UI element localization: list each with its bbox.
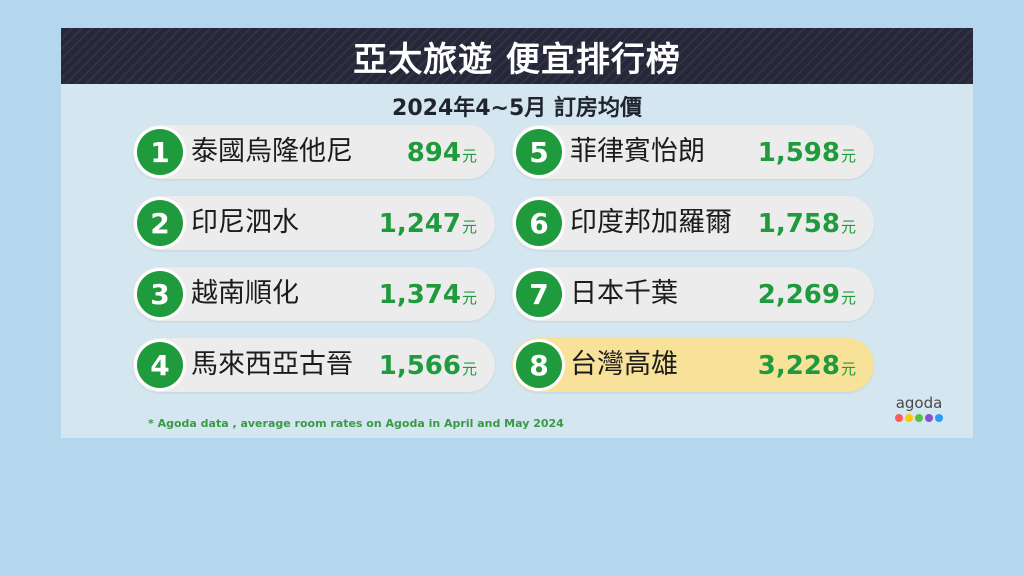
price-value: 2,269 xyxy=(757,280,840,310)
destination-name: 越南順化 xyxy=(191,278,299,309)
source-footnote: * Agoda data , average room rates on Ago… xyxy=(148,417,564,430)
price-value: 1,598 xyxy=(757,138,840,168)
destination-name: 馬來西亞古晉 xyxy=(191,349,353,380)
price-unit: 元 xyxy=(840,289,856,307)
rank-row-3: 3 越南順化 1,374元 xyxy=(133,267,495,321)
destination-name: 泰國烏隆他尼 xyxy=(191,136,353,167)
rank-row-5: 5 菲律賓怡朗 1,598元 xyxy=(512,125,874,179)
destination-name: 菲律賓怡朗 xyxy=(570,136,705,167)
rank-row-2: 2 印尼泗水 1,247元 xyxy=(133,196,495,250)
price-value: 1,758 xyxy=(757,209,840,239)
rank-badge: 6 xyxy=(516,200,562,246)
price-unit: 元 xyxy=(461,360,477,378)
destination-name: 印尼泗水 xyxy=(191,207,299,238)
rank-row-6: 6 印度邦加羅爾 1,758元 xyxy=(512,196,874,250)
price-unit: 元 xyxy=(461,218,477,236)
agoda-logo: agoda xyxy=(889,395,949,422)
rank-badge: 4 xyxy=(137,342,183,388)
subtitle: 2024年4~5月 訂房均價 xyxy=(392,96,642,121)
price-value: 1,247 xyxy=(378,209,461,239)
price: 2,269元 xyxy=(758,267,856,321)
price-unit: 元 xyxy=(461,289,477,307)
price-unit: 元 xyxy=(461,147,477,165)
price-value: 3,228 xyxy=(757,351,840,381)
rank-badge: 7 xyxy=(516,271,562,317)
logo-dot xyxy=(915,414,923,422)
rank-row-8-highlighted: 8 台灣高雄 3,228元 xyxy=(512,338,874,392)
rank-row-4: 4 馬來西亞古晉 1,566元 xyxy=(133,338,495,392)
price-value: 1,566 xyxy=(378,351,461,381)
destination-name: 印度邦加羅爾 xyxy=(570,207,732,238)
price: 1,247元 xyxy=(379,196,477,250)
price: 3,228元 xyxy=(758,338,856,392)
title-bar: 亞太旅遊 便宜排行榜 xyxy=(61,28,973,84)
logo-dot xyxy=(905,414,913,422)
price-value: 894 xyxy=(406,138,461,168)
price-unit: 元 xyxy=(840,147,856,165)
page-title: 亞太旅遊 便宜排行榜 xyxy=(353,39,681,80)
rank-badge: 1 xyxy=(137,129,183,175)
price: 1,374元 xyxy=(379,267,477,321)
price-value: 1,374 xyxy=(378,280,461,310)
price: 1,758元 xyxy=(758,196,856,250)
price: 894元 xyxy=(407,125,477,179)
destination-name: 台灣高雄 xyxy=(570,349,678,380)
price-unit: 元 xyxy=(840,360,856,378)
price: 1,598元 xyxy=(758,125,856,179)
logo-dot xyxy=(895,414,903,422)
price-unit: 元 xyxy=(840,218,856,236)
price: 1,566元 xyxy=(379,338,477,392)
rank-row-7: 7 日本千葉 2,269元 xyxy=(512,267,874,321)
rank-badge: 8 xyxy=(516,342,562,388)
logo-dot xyxy=(925,414,933,422)
logo-dot xyxy=(935,414,943,422)
rank-badge: 5 xyxy=(516,129,562,175)
destination-name: 日本千葉 xyxy=(570,278,678,309)
rank-badge: 2 xyxy=(137,200,183,246)
logo-dots xyxy=(889,414,949,422)
rank-row-1: 1 泰國烏隆他尼 894元 xyxy=(133,125,495,179)
rank-badge: 3 xyxy=(137,271,183,317)
ranking-panel: 亞太旅遊 便宜排行榜 2024年4~5月 訂房均價 1 泰國烏隆他尼 894元 … xyxy=(61,28,973,438)
logo-wordmark: agoda xyxy=(895,394,943,412)
